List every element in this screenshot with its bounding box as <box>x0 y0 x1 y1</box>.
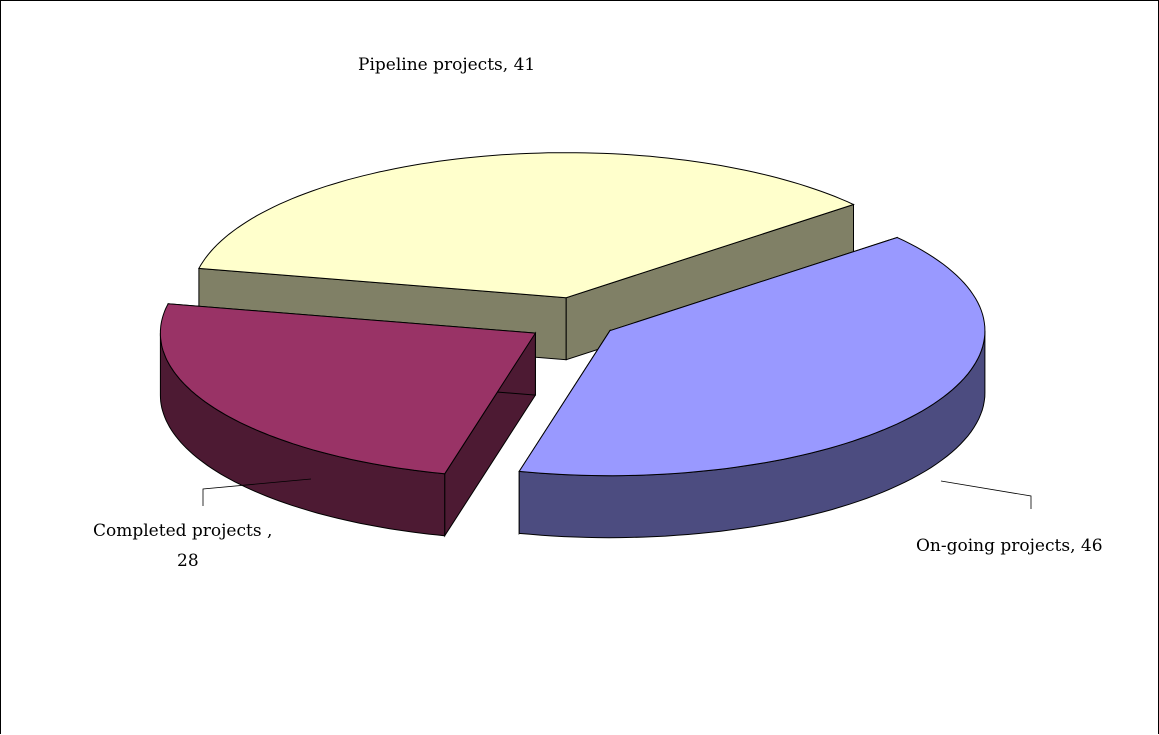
label-completed-line1: Completed projects , <box>93 521 272 541</box>
slice-pipeline <box>198 152 855 299</box>
leader-ongoing <box>940 480 1032 509</box>
label-completed-line2: 28 <box>177 551 199 571</box>
label-ongoing: On-going projects, 46 <box>916 536 1103 556</box>
slice-ongoing <box>518 236 986 477</box>
leader-completed <box>202 478 312 506</box>
slice-completed <box>159 303 537 475</box>
label-pipeline: Pipeline projects, 41 <box>358 55 535 75</box>
